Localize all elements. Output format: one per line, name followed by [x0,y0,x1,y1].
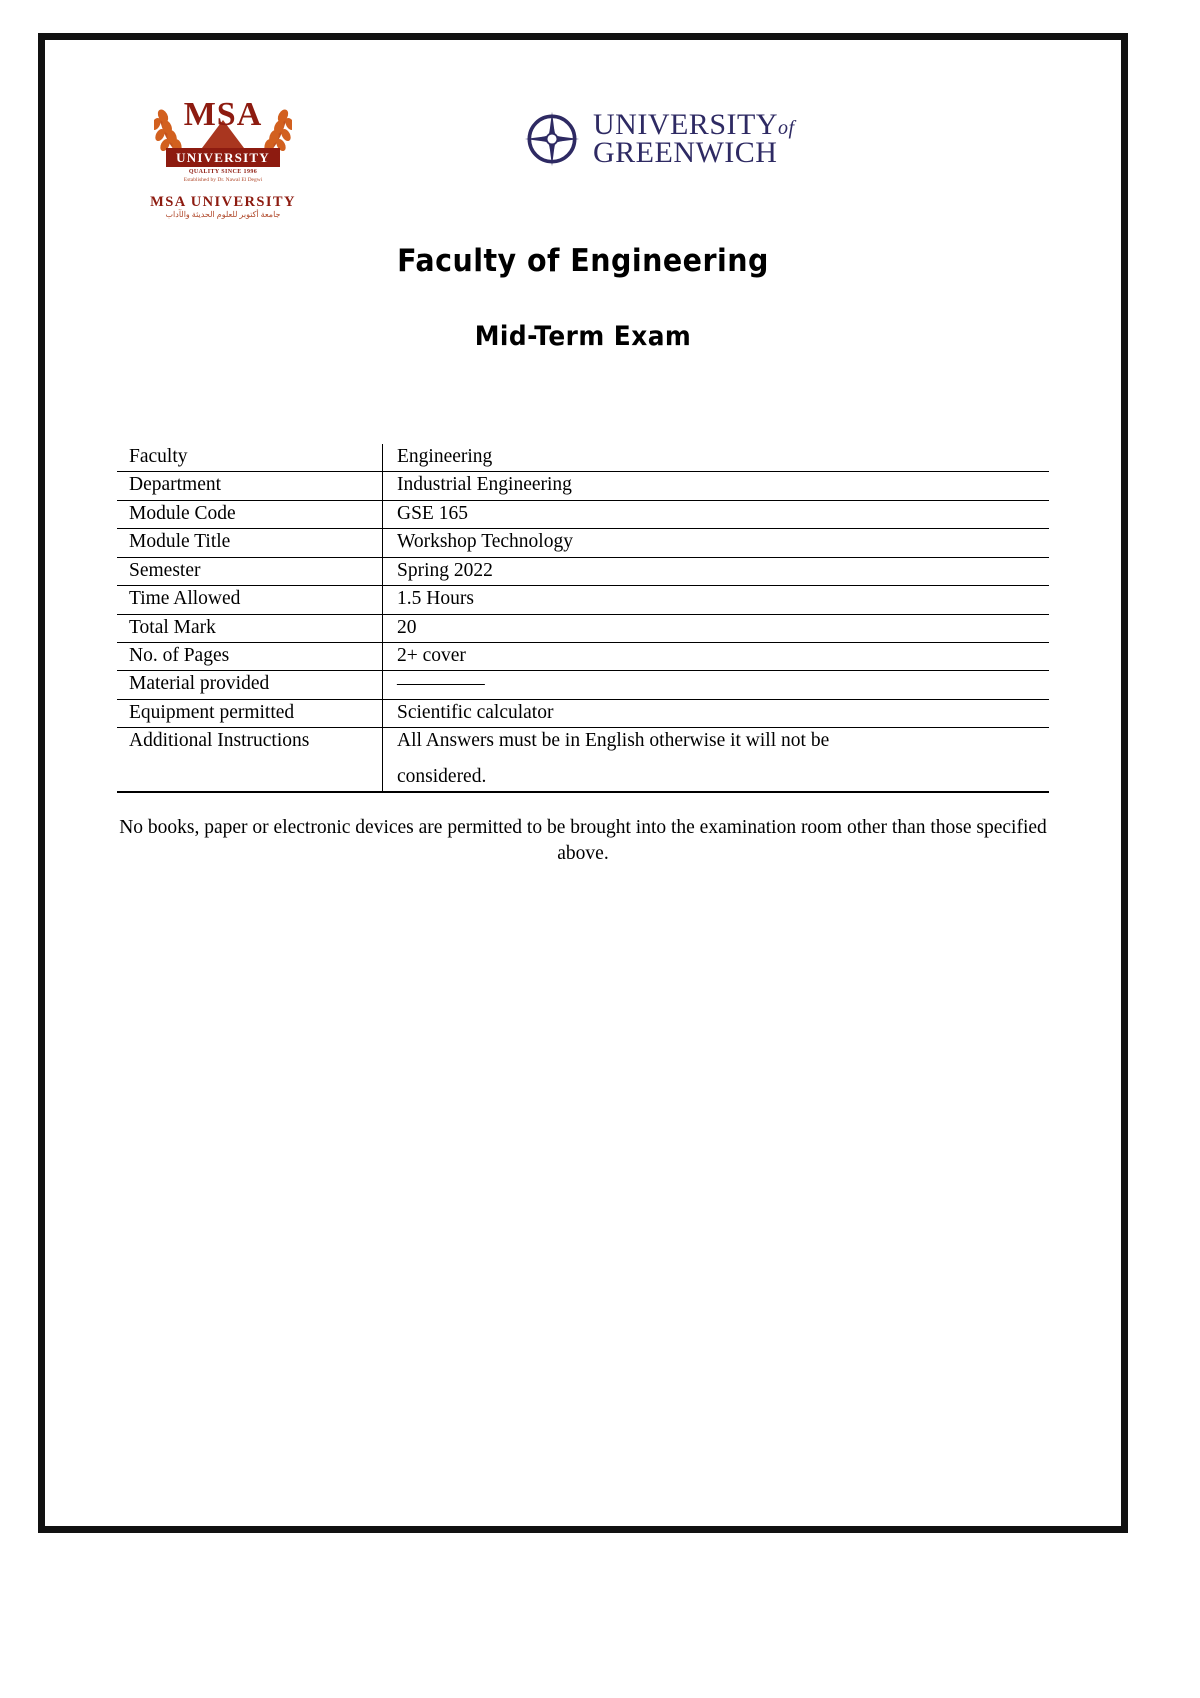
table-row: Equipment permitted Scientific calculato… [117,699,1049,729]
compass-rose-icon [524,111,580,167]
row-value-line-1: All Answers must be in English otherwise… [397,730,830,752]
msa-wordmark: MSA [183,96,263,133]
msa-university-banner: UNIVERSITY [166,148,280,167]
table-row: Material provided ————– [117,670,1049,700]
row-value: Workshop Technology [382,528,1049,558]
row-label: Semester [117,557,383,587]
exam-heading: Mid-Term Exam [474,321,692,352]
row-value: Scientific calculator [382,699,1049,729]
row-label: Faculty [117,444,383,473]
row-label: Department [117,471,383,501]
row-label: Time Allowed [117,585,383,615]
row-value: GSE 165 [382,500,1049,530]
greenwich-of-text: of [778,116,795,139]
university-of-greenwich-logo: UNIVERSITYof GREENWICH [523,107,795,169]
row-label: Equipment permitted [117,699,383,729]
exam-info-table: Faculty Engineering Department Industria… [117,444,1049,794]
table-row: Faculty Engineering [117,444,1049,473]
row-label: Additional Instructions [117,727,383,794]
row-value-line-2: considered. [397,765,487,787]
row-value: 20 [382,614,1049,643]
row-label: No. of Pages [117,642,383,672]
laurel-leaf-left-icon [154,109,186,160]
table-row: Total Mark 20 [117,614,1049,643]
msa-crest-icon: MSA UNIVERSITY QUALITY SINCE 1996 Establ… [148,98,298,193]
exam-info-table-body: Faculty Engineering Department Industria… [117,444,1049,794]
table-row: No. of Pages 2+ cover [117,642,1049,672]
msa-subline: Established by Dr. Nawal El Degwi [183,177,263,183]
row-label: Module Title [117,528,383,558]
page-border [38,33,1128,1533]
msa-name-arabic: جامعة أكتوبر للعلوم الحديثة والآداب [165,209,281,219]
greenwich-wordmark: UNIVERSITYof GREENWICH [593,107,795,169]
exam-room-notice: No books, paper or electronic devices ar… [119,817,1047,865]
row-value: All Answers must be in English otherwise… [382,727,1049,794]
msa-university-logo: MSA UNIVERSITY QUALITY SINCE 1996 Establ… [148,98,298,223]
row-value: Engineering [382,444,1049,473]
table-row: Additional Instructions All Answers must… [117,727,1049,794]
logo-row: MSA UNIVERSITY QUALITY SINCE 1996 Establ… [45,40,1121,219]
msa-tagline: QUALITY SINCE 1996 [188,169,258,175]
faculty-heading: Faculty of Engineering [397,243,769,279]
row-value: ————– [382,670,1049,700]
table-row: Department Industrial Engineering [117,471,1049,501]
greenwich-line-1: UNIVERSITYof [593,107,795,141]
table-row: Semester Spring 2022 [117,557,1049,587]
table-row: Module Code GSE 165 [117,500,1049,530]
greenwich-line-2: GREENWICH [593,136,778,169]
row-label: Total Mark [117,614,383,643]
table-row: Time Allowed 1.5 Hours [117,585,1049,615]
row-label: Material provided [117,670,383,700]
row-value: Industrial Engineering [382,471,1049,501]
row-value: 1.5 Hours [382,585,1049,615]
row-value: Spring 2022 [382,557,1049,587]
msa-name: MSA UNIVERSITY [150,194,296,210]
page-content: MSA UNIVERSITY QUALITY SINCE 1996 Establ… [45,40,1121,1526]
msa-triangle-mark [199,120,247,152]
row-value: 2+ cover [382,642,1049,672]
greenwich-university-text: UNIVERSITY [593,107,778,141]
row-label: Module Code [117,500,383,530]
table-row: Module Title Workshop Technology [117,528,1049,558]
